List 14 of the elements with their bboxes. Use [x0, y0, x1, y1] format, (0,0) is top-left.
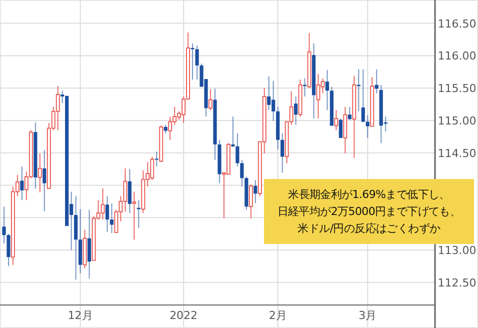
y-tick-label: 116.00	[438, 50, 476, 63]
y-tick-label: 113.00	[438, 244, 476, 257]
y-tick-label: 116.50	[438, 17, 476, 30]
annotation: 米ドル/円の反応はごくわずか	[298, 221, 440, 237]
y-tick-label: 115.50	[438, 82, 476, 96]
annotation: 日経平均が2万5000円まで下げても、	[277, 204, 461, 220]
y-tick-label: 114.50	[438, 146, 476, 160]
x-tick-label: 3月	[358, 309, 377, 322]
y-tick-label: 115.00	[438, 114, 476, 128]
x-tick-label: 2月	[268, 309, 287, 322]
y-tick-label: 112.50	[438, 276, 476, 290]
x-tick-label: 12月	[68, 309, 93, 322]
annotation: 米長期金利が1.69%まで低下し、	[288, 187, 450, 203]
x-tick-label: 2022	[170, 309, 198, 322]
